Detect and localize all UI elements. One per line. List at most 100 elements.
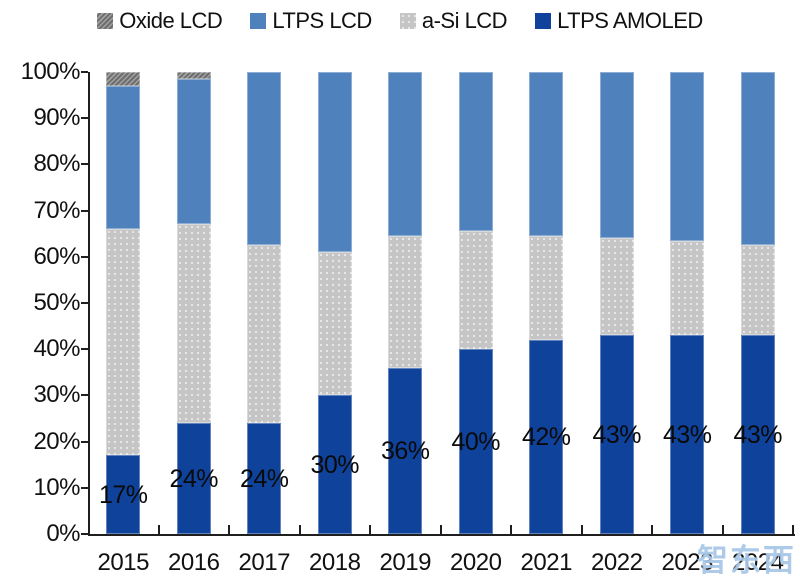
y-axis-tick-label: 10% — [33, 473, 80, 501]
x-axis-tick — [439, 525, 442, 534]
y-axis-tick-label: 80% — [33, 150, 80, 178]
bar-column — [317, 72, 352, 534]
bar-segment-ltps-lcd — [529, 72, 564, 237]
y-axis-tick — [81, 533, 88, 535]
x-axis-tick-label: 2023 — [661, 549, 714, 576]
bar-segment-ltps-amoled — [106, 455, 141, 534]
x-axis-tick — [298, 525, 301, 534]
bar-segment-ltps-lcd — [106, 85, 141, 230]
bar-segment-a-si-lcd — [176, 224, 211, 424]
x-axis — [88, 534, 795, 536]
y-axis-tick — [81, 71, 88, 73]
bar-segment-a-si-lcd — [670, 240, 705, 336]
bar-segment-a-si-lcd — [247, 245, 282, 424]
x-axis-tick-label: 2020 — [450, 549, 502, 576]
bar-column — [388, 72, 423, 534]
x-axis-tick-label: 2022 — [591, 549, 643, 576]
x-axis-tick — [157, 525, 160, 534]
bar-segment-a-si-lcd — [317, 252, 352, 396]
bar-column — [458, 72, 493, 534]
bar-segment-ltps-amoled — [458, 349, 493, 534]
data-label: 24% — [169, 464, 219, 493]
legend-item-ltps-lcd: LTPS LCD — [250, 10, 372, 32]
data-label: 30% — [310, 450, 360, 479]
data-label: 43% — [592, 420, 642, 449]
y-axis-tick — [81, 209, 88, 212]
legend-swatch-icon — [97, 13, 114, 29]
y-axis-tick-label: 50% — [33, 289, 80, 316]
bar-segment-ltps-lcd — [670, 72, 705, 241]
legend-label: LTPS LCD — [272, 8, 372, 33]
bar-column — [106, 72, 141, 534]
x-axis-tick-label: 2016 — [168, 549, 220, 576]
bar-segment-ltps-amoled — [670, 335, 705, 534]
bar-segment-ltps-lcd — [740, 72, 775, 246]
bar-column — [740, 72, 775, 534]
x-axis-tick — [651, 525, 653, 534]
data-label: 40% — [451, 427, 501, 456]
y-axis-tick-label: 40% — [33, 335, 80, 363]
bar-segment-ltps-lcd — [317, 72, 352, 253]
x-axis-tick — [721, 525, 724, 534]
legend-swatch-icon — [250, 13, 267, 29]
y-axis-tick — [81, 117, 88, 120]
bar-column — [670, 72, 705, 534]
x-axis-tick — [369, 525, 371, 534]
y-axis — [88, 72, 90, 536]
bar-segment-ltps-amoled — [740, 335, 775, 534]
legend-swatch-icon — [535, 13, 552, 29]
legend-label: LTPS AMOLED — [557, 8, 703, 33]
bar-segment-ltps-lcd — [176, 78, 211, 225]
legend-item-a-si-lcd: a-Si LCD — [399, 8, 508, 33]
data-label: 36% — [380, 436, 430, 465]
bar-segment-ltps-amoled — [599, 335, 634, 534]
bar-segment-ltps-lcd — [247, 72, 282, 246]
chart-legend: Oxide LCD LTPS LCD a-Si LCD LTPS AMOLED — [0, 4, 800, 38]
x-axis-tick — [510, 525, 512, 534]
bar-segment-a-si-lcd — [388, 236, 423, 368]
y-axis-tick — [81, 440, 88, 443]
y-axis-tick — [81, 486, 88, 489]
bar-column — [247, 72, 282, 534]
y-axis-tick — [81, 394, 88, 397]
x-axis-tick-label: 2018 — [309, 549, 361, 576]
data-label: 42% — [521, 422, 571, 451]
bar-segment-ltps-amoled — [176, 423, 211, 534]
x-axis-tick — [792, 525, 794, 534]
bar-segment-ltps-amoled — [529, 339, 564, 534]
y-axis-tick — [81, 163, 88, 166]
bar-segment-ltps-amoled — [388, 367, 423, 534]
bar-column — [529, 72, 564, 534]
bar-segment-ltps-lcd — [599, 72, 634, 239]
data-label: 43% — [733, 420, 783, 449]
bar-segment-a-si-lcd — [106, 229, 141, 456]
legend-label: a-Si LCD — [421, 8, 508, 33]
y-axis-tick — [81, 348, 88, 351]
y-axis-tick-label: 30% — [33, 381, 80, 409]
x-axis-tick-label: 2017 — [238, 549, 291, 576]
data-label: 24% — [239, 464, 289, 493]
legend-item-ltps-amoled: LTPS AMOLED — [535, 10, 703, 32]
legend-swatch-icon — [399, 13, 416, 29]
x-axis-tick-label: 2015 — [97, 549, 150, 576]
bar-segment-oxide-lcd — [106, 72, 141, 86]
legend-item-oxide-lcd: Oxide LCD — [97, 8, 223, 33]
bar-segment-a-si-lcd — [740, 245, 775, 336]
data-label: 43% — [662, 420, 712, 449]
x-axis-tick — [580, 525, 583, 534]
bar-segment-ltps-lcd — [458, 72, 493, 232]
y-axis-tick-label: 60% — [33, 242, 80, 270]
y-axis-tick-label: 0% — [46, 520, 80, 547]
bar-segment-ltps-lcd — [388, 72, 423, 237]
legend-label: Oxide LCD — [119, 8, 223, 33]
y-axis-tick-label: 100% — [20, 58, 81, 85]
y-axis-tick-label: 70% — [33, 196, 80, 224]
x-axis-tick — [228, 525, 230, 534]
x-axis-tick-label: 2024 — [732, 549, 784, 576]
bar-segment-a-si-lcd — [529, 236, 564, 340]
y-axis-tick — [81, 302, 88, 304]
bar-segment-a-si-lcd — [599, 238, 634, 336]
y-axis-tick-label: 90% — [33, 104, 80, 132]
bar-segment-ltps-amoled — [317, 395, 352, 534]
